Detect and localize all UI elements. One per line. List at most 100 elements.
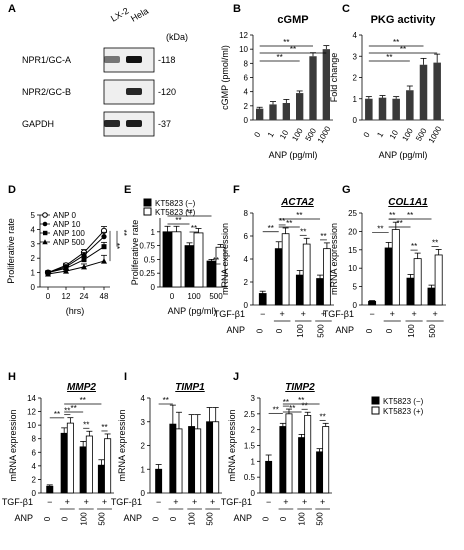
y-tick-label: 0 <box>151 283 156 292</box>
x-tick-label: 1 <box>266 130 276 139</box>
tgf-label: − <box>47 497 52 507</box>
y-tick-label: 4 <box>244 255 249 264</box>
y-tick-label: 25 <box>348 209 357 218</box>
panel-letter-a: A <box>8 3 16 15</box>
y-tick-label: 2 <box>353 74 358 83</box>
x-axis-label: ANP (pg/ml) <box>168 306 217 316</box>
significance-label: ** <box>80 396 86 405</box>
bar <box>184 245 195 288</box>
bar <box>295 274 304 306</box>
significance-label: ** <box>186 208 192 217</box>
wb-kda-label: -118 <box>158 55 175 65</box>
significance-label: ** <box>298 396 304 405</box>
anp-label: 0 <box>152 516 161 521</box>
anp-label: 500 <box>98 512 107 526</box>
anp-label: 0 <box>262 516 271 521</box>
significance-label: ** <box>377 224 383 233</box>
significance-label: ** <box>279 217 285 226</box>
x-tick-label: 0 <box>362 130 372 139</box>
row-label-anp: ANP <box>14 513 33 523</box>
y-tick-label: 8 <box>32 435 37 444</box>
x-tick-label: 0 <box>46 292 51 301</box>
anp-label: 0 <box>169 516 178 521</box>
wb-protein-label: NPR1/GC-A <box>22 55 71 65</box>
x-axis-label: ANP (pg/ml) <box>269 150 318 160</box>
legend-label: KT5823 (−) <box>155 199 196 208</box>
chart-title: TIMP2 <box>285 382 315 393</box>
marker-circle <box>101 234 107 240</box>
series-line <box>47 246 105 274</box>
bar <box>104 438 112 494</box>
bar <box>155 468 163 494</box>
x-tick-label: 500 <box>209 292 223 301</box>
anp-label: 0 <box>279 516 288 521</box>
tgf-label: + <box>321 309 326 319</box>
significance-label: ** <box>300 227 306 236</box>
marker-square <box>81 257 87 263</box>
wb-protein-label: GAPDH <box>22 119 54 129</box>
bar <box>322 49 330 120</box>
y-tick-label: 10 <box>348 264 357 273</box>
y-tick-label: 6 <box>244 232 249 241</box>
y-tick-label: 0 <box>244 116 249 125</box>
bar <box>433 62 441 120</box>
x-tick-label: 1000 <box>316 124 333 144</box>
y-tick-label: 0 <box>141 489 146 498</box>
y-tick-label: 10 <box>239 45 248 54</box>
legend-marker <box>42 212 48 218</box>
y-axis-label: mRNA expression <box>220 223 230 295</box>
significance-label: ** <box>71 404 77 413</box>
y-tick-label: 4 <box>31 225 36 234</box>
legend-label: ANP 100 <box>53 229 85 238</box>
bar <box>85 435 93 494</box>
y-tick-label: 3 <box>141 418 146 427</box>
row-label-tgf: TGF-β1 <box>2 497 33 507</box>
anp-label: 0 <box>275 328 284 333</box>
panel-letter-c: C <box>342 3 350 15</box>
y-tick-label: 2 <box>251 426 256 435</box>
row-label-tgf: TGF-β1 <box>221 497 252 507</box>
bar <box>406 277 415 306</box>
tgf-label: + <box>283 497 288 507</box>
legend-swatch-white <box>143 207 152 216</box>
y-tick-label: 4 <box>141 394 146 403</box>
y-tick-label: 2 <box>141 442 146 451</box>
bar <box>281 233 290 306</box>
chart-title: ACTA2 <box>280 197 314 208</box>
y-tick-label: 10 <box>27 421 36 430</box>
significance-label: ** <box>64 407 70 416</box>
bar <box>434 254 443 306</box>
row-label-tgf: TGF-β1 <box>323 309 354 319</box>
y-tick-label: 0 <box>251 489 256 498</box>
legend-swatch-white <box>371 406 380 415</box>
anp-label: 100 <box>407 324 416 338</box>
y-tick-label: 15 <box>348 246 357 255</box>
bar <box>302 243 311 306</box>
bar <box>316 278 324 306</box>
bar <box>298 437 306 494</box>
legend-label: KT5823 (+) <box>383 407 424 416</box>
x-tick-label: 1000 <box>427 124 444 144</box>
legend-label: ANP 500 <box>53 238 85 247</box>
x-tick-label: 48 <box>100 292 109 301</box>
anp-label: 100 <box>298 512 307 526</box>
wb-lane-label: LX-2 <box>109 6 130 24</box>
significance-label: ** <box>119 230 128 236</box>
bar <box>162 231 173 288</box>
y-axis-label: mRNA expression <box>117 409 127 481</box>
anp-label: 500 <box>316 324 325 338</box>
bar <box>322 426 330 494</box>
wb-kda-label: -37 <box>158 119 171 129</box>
tgf-label: + <box>302 497 307 507</box>
tgf-label: − <box>266 497 271 507</box>
significance-label: ** <box>277 53 283 62</box>
y-axis-label: mRNA expression <box>329 223 339 295</box>
y-axis-label: mRNA expression <box>227 409 237 481</box>
marker-triangle <box>101 258 107 264</box>
y-tick-label: 5 <box>353 283 358 292</box>
bar <box>378 97 387 120</box>
significance-label: ** <box>273 405 279 414</box>
significance-label: ** <box>286 219 292 228</box>
chart-title: cGMP <box>277 14 308 26</box>
